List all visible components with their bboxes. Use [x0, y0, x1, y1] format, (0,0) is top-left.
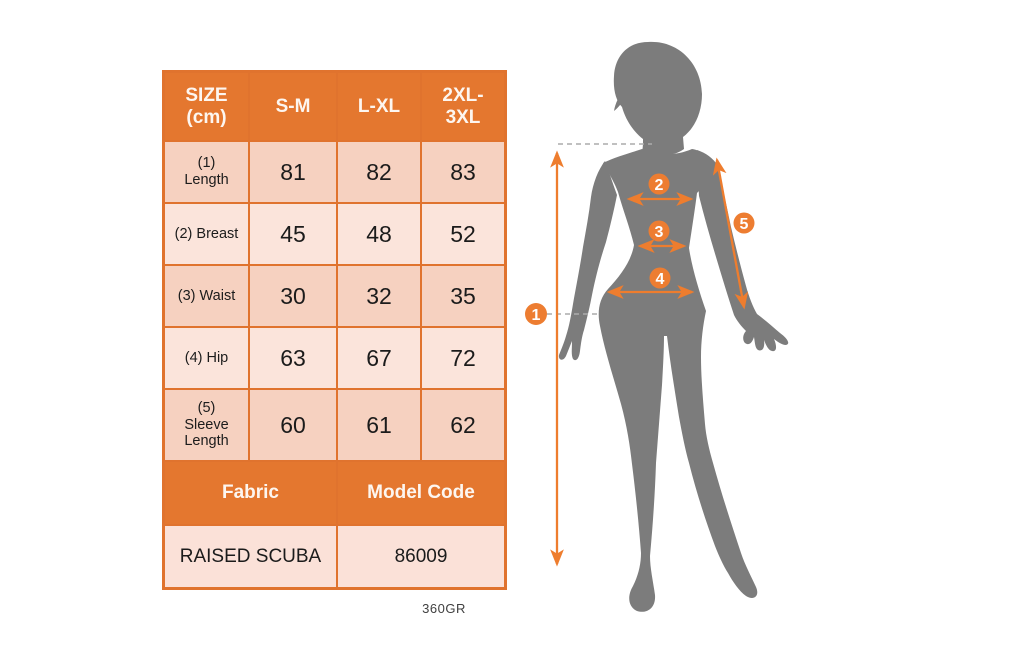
marker-5-number: 5 — [740, 216, 749, 233]
silhouette-head — [613, 41, 702, 156]
row-hip-label: (4) Hip — [165, 328, 248, 388]
breast-2xl3xl: 52 — [422, 204, 504, 264]
row-breast-label: (2) Breast — [165, 204, 248, 264]
marker-2-number: 2 — [655, 177, 664, 194]
length-lxl: 82 — [338, 142, 420, 202]
marker-5: 5 — [733, 212, 755, 234]
marker-2: 2 — [648, 173, 670, 195]
sleeve-arrow — [712, 157, 749, 310]
row-waist-label: (3) Waist — [165, 266, 248, 326]
waist-2xl3xl: 35 — [422, 266, 504, 326]
marker-1-number: 1 — [532, 307, 541, 324]
size-chart-table: SIZE (cm) S-M L-XL 2XL- 3XL (1) Length 8… — [162, 70, 507, 590]
hip-2xl3xl: 72 — [422, 328, 504, 388]
marker-1: 1 — [525, 303, 547, 325]
hip-sm: 63 — [250, 328, 336, 388]
fabric-header: Fabric — [165, 462, 336, 524]
marker-1-circle — [525, 303, 547, 325]
silhouette-right-arm — [697, 150, 789, 352]
marker-3-number: 3 — [655, 224, 664, 241]
silhouette-left-arm — [558, 161, 617, 361]
header-col-lxl: L-XL — [338, 73, 420, 140]
sleeve-sm: 60 — [250, 390, 336, 460]
sleeve-2xl3xl: 62 — [422, 390, 504, 460]
sleeve-lxl: 61 — [338, 390, 420, 460]
fabric-value: RAISED SCUBA — [165, 526, 336, 587]
waist-sm: 30 — [250, 266, 336, 326]
marker-4: 4 — [649, 267, 671, 289]
marker-5-circle — [733, 212, 755, 234]
marker-4-circle — [649, 267, 671, 289]
weight-note: 360GR — [422, 601, 466, 616]
length-sm: 81 — [250, 142, 336, 202]
header-col-2xl3xl: 2XL- 3XL — [422, 73, 504, 140]
model-code-value: 86009 — [338, 526, 504, 587]
row-length-label: (1) Length — [165, 142, 248, 202]
row-sleeve-label: (5) Sleeve Length — [165, 390, 248, 460]
header-col-sm: S-M — [250, 73, 336, 140]
breast-sm: 45 — [250, 204, 336, 264]
marker-3: 3 — [648, 220, 670, 242]
measurement-figure: 1 2 3 4 5 — [525, 41, 789, 612]
model-code-header: Model Code — [338, 462, 504, 524]
waist-lxl: 32 — [338, 266, 420, 326]
header-size-cm: SIZE (cm) — [165, 73, 248, 140]
hip-lxl: 67 — [338, 328, 420, 388]
breast-lxl: 48 — [338, 204, 420, 264]
woman-silhouette — [558, 41, 789, 612]
silhouette-body — [598, 149, 758, 612]
length-2xl3xl: 83 — [422, 142, 504, 202]
marker-4-number: 4 — [656, 271, 665, 288]
marker-2-circle — [648, 173, 670, 195]
marker-3-circle — [648, 220, 670, 242]
